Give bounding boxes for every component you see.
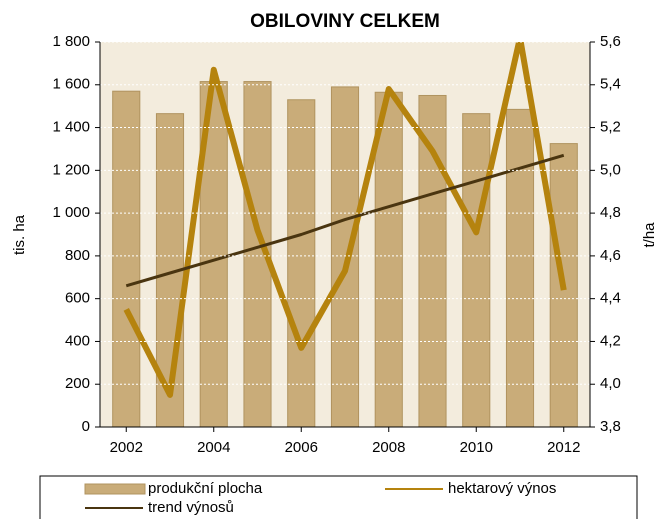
chart-title: OBILOVINY CELKEM bbox=[250, 11, 440, 32]
bar bbox=[374, 91, 403, 427]
x-tick-label: 2006 bbox=[285, 439, 318, 456]
y-axis-label: tis. ha bbox=[11, 214, 28, 255]
legend-box bbox=[39, 475, 638, 519]
legend-label: trend výnosů bbox=[148, 499, 234, 516]
bar bbox=[330, 86, 360, 427]
legend-label: hektarový výnos bbox=[448, 480, 556, 497]
bar bbox=[243, 81, 272, 427]
y-tick-label: 200 bbox=[65, 375, 90, 392]
y2-tick-label: 4,8 bbox=[600, 204, 621, 221]
y-tick-label: 400 bbox=[65, 332, 90, 349]
y2-tick-label: 4,2 bbox=[600, 332, 621, 349]
y-tick-label: 1 800 bbox=[52, 33, 90, 50]
y2-tick-label: 5,0 bbox=[600, 161, 621, 178]
line bbox=[123, 42, 567, 398]
y-tick-label: 800 bbox=[65, 247, 90, 264]
y2-axis-label: t/ha bbox=[641, 222, 658, 248]
y-tick-label: 600 bbox=[65, 290, 90, 307]
y2-tick-label: 5,4 bbox=[600, 76, 621, 93]
y-tick-label: 1 600 bbox=[52, 76, 90, 93]
legend-swatch bbox=[84, 483, 146, 495]
y2-tick-label: 5,2 bbox=[600, 119, 621, 136]
y2-tick-label: 5,6 bbox=[600, 33, 621, 50]
bar bbox=[112, 90, 141, 427]
y2-tick-label: 4,0 bbox=[600, 375, 621, 392]
x-tick-label: 2004 bbox=[197, 439, 230, 456]
y2-tick-label: 4,4 bbox=[600, 290, 621, 307]
legend-label: produkční plocha bbox=[148, 480, 263, 497]
bar bbox=[505, 108, 535, 427]
x-tick-label: 2010 bbox=[460, 439, 493, 456]
x-tick-label: 2002 bbox=[110, 439, 143, 456]
x-tick-label: 2008 bbox=[372, 439, 405, 456]
y2-tick-label: 4,6 bbox=[600, 247, 621, 264]
y2-tick-label: 3,8 bbox=[600, 418, 621, 435]
y-tick-label: 0 bbox=[82, 418, 90, 435]
line bbox=[125, 153, 565, 288]
y-tick-label: 1 200 bbox=[52, 161, 90, 178]
y-tick-label: 1 000 bbox=[52, 204, 90, 221]
bar bbox=[462, 113, 491, 427]
y-tick-label: 1 400 bbox=[52, 119, 90, 136]
bar bbox=[418, 94, 447, 427]
bar bbox=[287, 99, 316, 427]
x-tick-label: 2012 bbox=[547, 439, 580, 456]
plot bbox=[112, 42, 578, 427]
